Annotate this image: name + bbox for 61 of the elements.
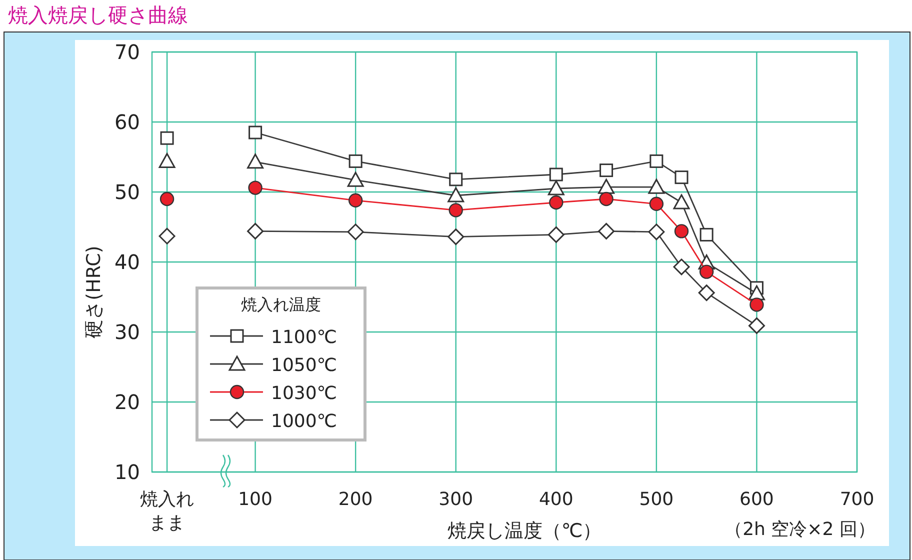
point bbox=[448, 203, 463, 218]
point bbox=[674, 224, 689, 238]
point bbox=[674, 170, 688, 184]
point bbox=[248, 180, 262, 195]
y-tick-label: 50 bbox=[114, 180, 140, 204]
point bbox=[548, 226, 564, 243]
point bbox=[599, 192, 614, 206]
point bbox=[673, 194, 690, 210]
legend-label: 1100℃ bbox=[271, 327, 338, 348]
point bbox=[348, 154, 362, 168]
x-axis-title: 焼戻し温度（℃） bbox=[447, 520, 602, 542]
y-tick-label: 30 bbox=[114, 320, 140, 344]
x-tick-label: 300 bbox=[438, 489, 474, 510]
point bbox=[449, 172, 463, 186]
y-tick-label: 10 bbox=[114, 460, 140, 484]
point bbox=[698, 284, 715, 302]
point bbox=[248, 126, 262, 140]
point bbox=[347, 224, 364, 240]
point bbox=[649, 196, 664, 211]
x-tick-label: 600 bbox=[740, 489, 774, 510]
point bbox=[160, 192, 174, 206]
point bbox=[699, 264, 714, 279]
point bbox=[750, 298, 764, 312]
y-tick-label: 40 bbox=[114, 250, 140, 274]
x-tick-label: 500 bbox=[639, 489, 674, 510]
x-tick-label: 400 bbox=[538, 489, 574, 510]
point bbox=[160, 131, 174, 145]
x-tick-label: 200 bbox=[338, 489, 373, 510]
point bbox=[158, 228, 176, 244]
point bbox=[548, 180, 564, 196]
point bbox=[600, 164, 614, 178]
point bbox=[673, 258, 690, 276]
point bbox=[650, 154, 664, 168]
point bbox=[598, 178, 615, 194]
point bbox=[648, 224, 665, 240]
point bbox=[247, 222, 264, 240]
y-tick-label: 20 bbox=[114, 390, 140, 414]
point bbox=[549, 168, 563, 182]
x-tick-label: 焼入れまま bbox=[140, 489, 194, 534]
point bbox=[247, 154, 264, 169]
y-axis-title: 硬さ(HRC) bbox=[83, 246, 105, 338]
point bbox=[598, 222, 615, 240]
legend-label: 1030℃ bbox=[271, 383, 338, 404]
point bbox=[648, 178, 665, 194]
point bbox=[347, 172, 364, 187]
point bbox=[748, 317, 765, 334]
legend-label: 1000℃ bbox=[271, 411, 338, 432]
point bbox=[448, 228, 464, 246]
point bbox=[549, 195, 564, 210]
text: （2h 空冷×2 回） bbox=[724, 519, 876, 540]
legend-title: 焼入れ温度 bbox=[241, 295, 321, 314]
legend-label: 1050℃ bbox=[271, 355, 338, 376]
chart-title: 焼入焼戻し硬さ曲線 bbox=[8, 3, 188, 27]
point bbox=[448, 187, 464, 202]
y-tick-label: 70 bbox=[114, 40, 140, 64]
x-tick-label: 100 bbox=[238, 489, 272, 510]
point bbox=[348, 193, 363, 208]
point bbox=[700, 228, 714, 242]
x-tick-label: 700 bbox=[840, 489, 874, 510]
y-tick-label: 60 bbox=[114, 110, 140, 134]
point bbox=[158, 152, 176, 168]
